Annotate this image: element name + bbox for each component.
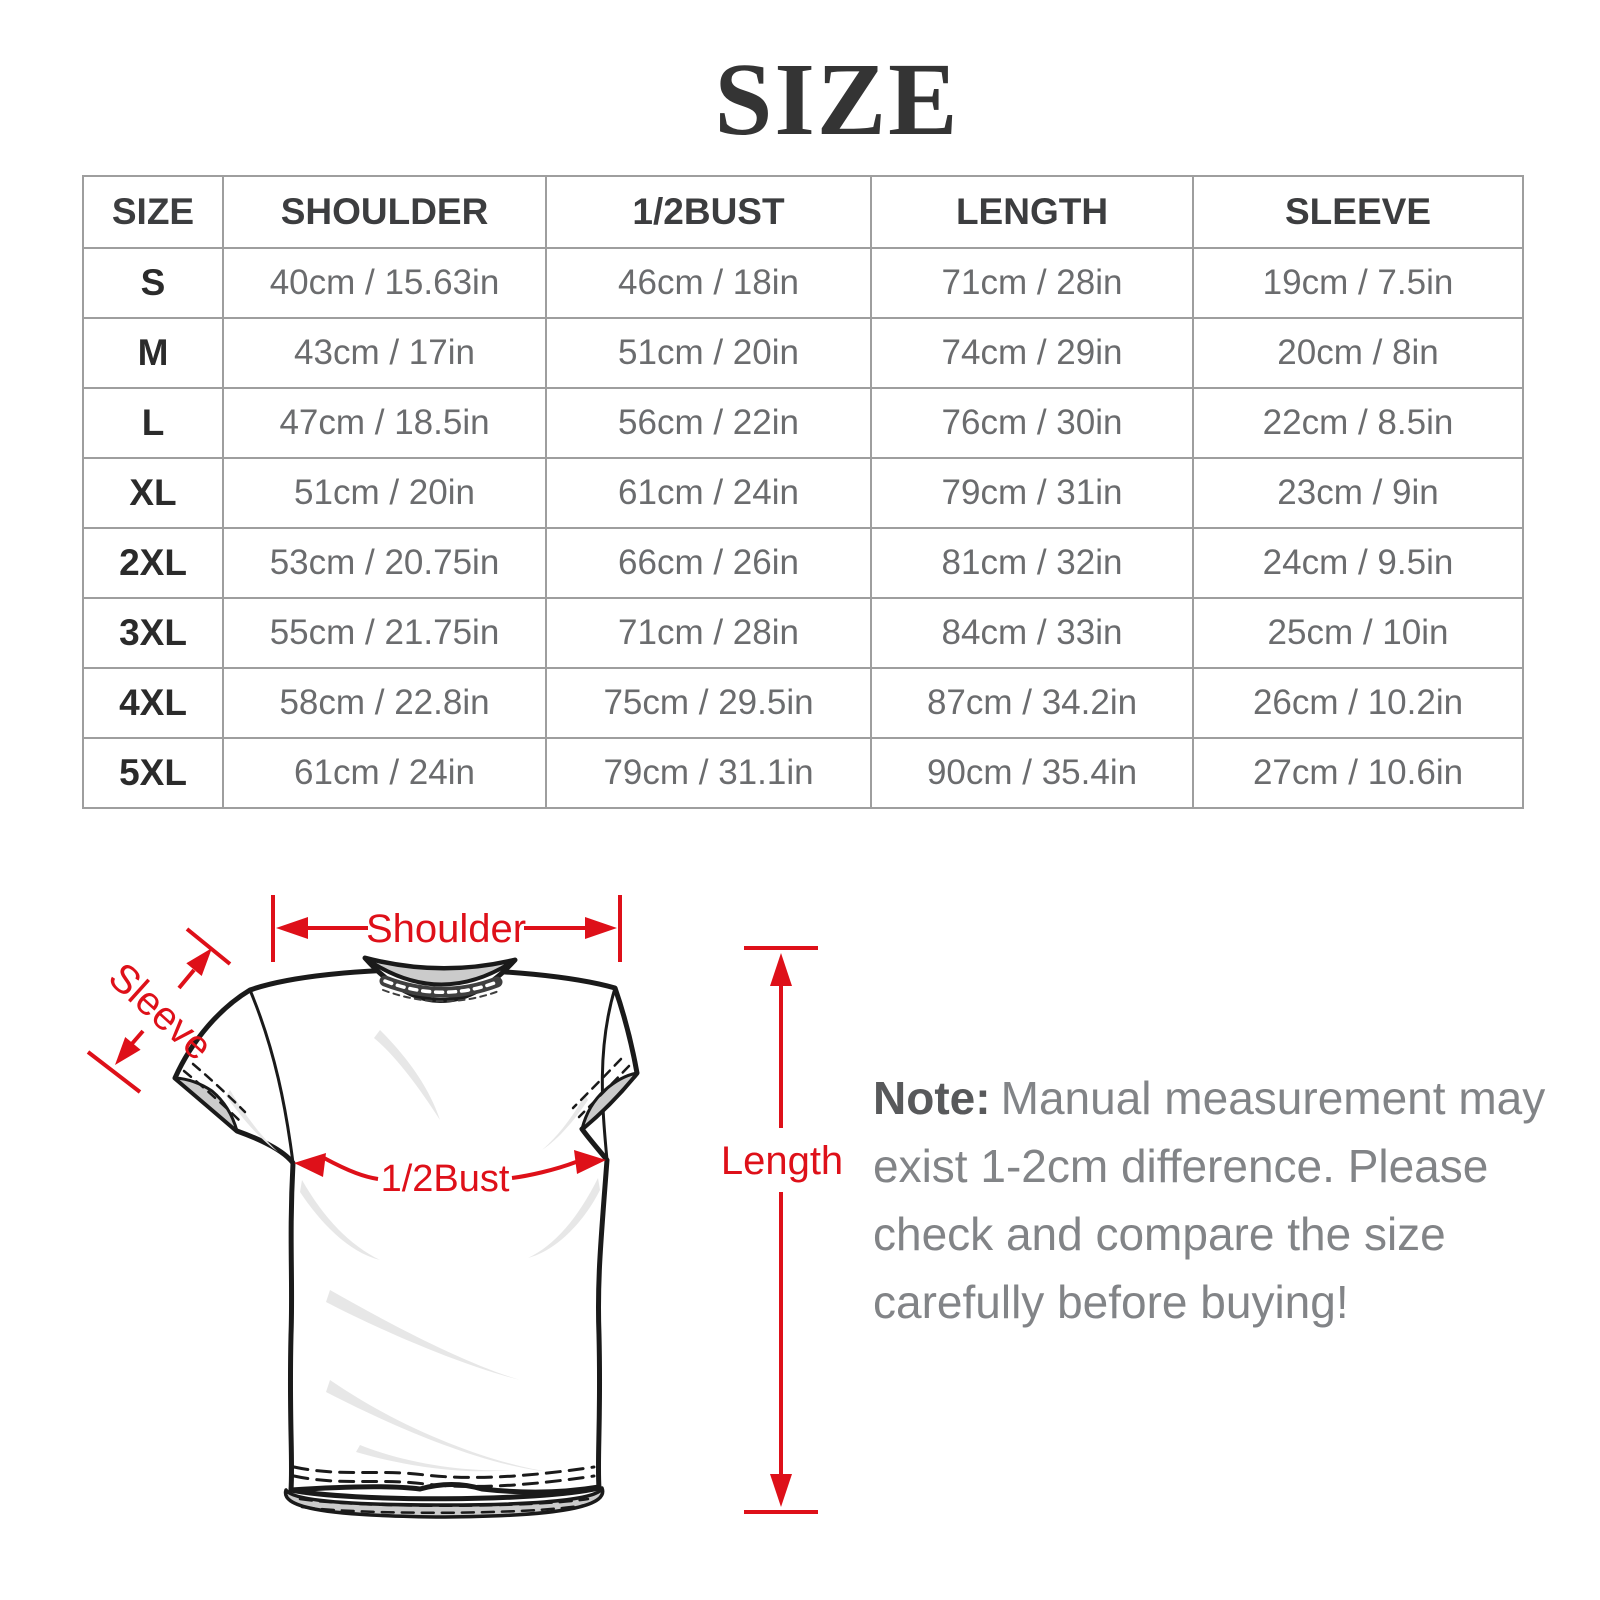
bust-arrow [323, 1156, 577, 1181]
bust-label: 1/2Bust [381, 1158, 510, 1200]
cell-length: 81cm / 32in [870, 527, 1194, 599]
note-label: Note: [873, 1072, 991, 1124]
wrinkle-shading [226, 1030, 600, 1472]
table-row: 5XL 61cm / 24in 79cm / 31.1in 90cm / 35.… [82, 737, 1524, 809]
arrowhead [294, 1153, 326, 1177]
cell-sleeve: 19cm / 7.5in [1192, 247, 1524, 319]
length-arrow [744, 946, 818, 1514]
cell-length: 87cm / 34.2in [870, 667, 1194, 739]
table-row: L 47cm / 18.5in 56cm / 22in 76cm / 30in … [82, 387, 1524, 459]
tshirt-body [172, 967, 640, 1502]
cell-shoulder: 53cm / 20.75in [222, 527, 547, 599]
cell-length: 71cm / 28in [870, 247, 1194, 319]
table-row: XL 51cm / 20in 61cm / 24in 79cm / 31in 2… [82, 457, 1524, 529]
col-header-sleeve: SLEEVE [1192, 175, 1524, 249]
cell-length: 76cm / 30in [870, 387, 1194, 459]
cell-bust: 46cm / 18in [545, 247, 872, 319]
cell-shoulder: 47cm / 18.5in [222, 387, 547, 459]
arrowhead [186, 948, 212, 976]
table-row: 2XL 53cm / 20.75in 66cm / 26in 81cm / 32… [82, 527, 1524, 599]
cell-length: 90cm / 35.4in [870, 737, 1194, 809]
cell-length: 84cm / 33in [870, 597, 1194, 669]
cuff-right [571, 1057, 639, 1131]
tshirt-drawing [172, 955, 640, 1519]
arrowhead [276, 917, 308, 939]
collar [362, 955, 518, 1003]
armhole-seam-left [248, 988, 295, 1165]
cell-shoulder: 61cm / 24in [222, 737, 547, 809]
arrowhead [770, 1474, 792, 1507]
row-size-label: S [82, 247, 224, 319]
cell-shoulder: 40cm / 15.63in [222, 247, 547, 319]
cell-length: 79cm / 31in [870, 457, 1194, 529]
cell-bust: 61cm / 24in [545, 457, 872, 529]
table-row: 4XL 58cm / 22.8in 75cm / 29.5in 87cm / 3… [82, 667, 1524, 739]
arrowhead [574, 1150, 606, 1174]
row-size-label: 5XL [82, 737, 224, 809]
arrowhead [115, 1037, 141, 1065]
page-title: SIZE [714, 42, 960, 157]
col-header-length: LENGTH [870, 175, 1194, 249]
measurement-arrowheads [115, 917, 792, 1507]
arrowhead [770, 953, 792, 986]
cell-sleeve: 24cm / 9.5in [1192, 527, 1524, 599]
table-row: M 43cm / 17in 51cm / 20in 74cm / 29in 20… [82, 317, 1524, 389]
arrowhead [585, 917, 617, 939]
table-row: S 40cm / 15.63in 46cm / 18in 71cm / 28in… [82, 247, 1524, 319]
cell-shoulder: 51cm / 20in [222, 457, 547, 529]
hem [283, 1465, 605, 1519]
cell-length: 74cm / 29in [870, 317, 1194, 389]
row-size-label: 2XL [82, 527, 224, 599]
sleeve-arrow [86, 927, 232, 1094]
table-row: 3XL 55cm / 21.75in 71cm / 28in 84cm / 33… [82, 597, 1524, 669]
cell-bust: 66cm / 26in [545, 527, 872, 599]
row-size-label: 3XL [82, 597, 224, 669]
col-header-shoulder: SHOULDER [222, 175, 547, 249]
row-size-label: M [82, 317, 224, 389]
col-header-bust: 1/2BUST [545, 175, 872, 249]
note-text: Manual measurement may exist 1-2cm diffe… [873, 1072, 1546, 1328]
cell-sleeve: 26cm / 10.2in [1192, 667, 1524, 739]
cell-bust: 51cm / 20in [545, 317, 872, 389]
cell-sleeve: 20cm / 8in [1192, 317, 1524, 389]
cell-bust: 79cm / 31.1in [545, 737, 872, 809]
cell-sleeve: 27cm / 10.6in [1192, 737, 1524, 809]
cell-sleeve: 22cm / 8.5in [1192, 387, 1524, 459]
shoulder-arrow [271, 895, 622, 962]
row-size-label: XL [82, 457, 224, 529]
cell-sleeve: 23cm / 9in [1192, 457, 1524, 529]
table-header-row: SIZE SHOULDER 1/2BUST LENGTH SLEEVE [82, 175, 1524, 249]
tshirt-measurement-diagram: Shoulder Sleeve 1/2Bust Length [86, 895, 843, 1519]
cell-bust: 56cm / 22in [545, 387, 872, 459]
length-label: Length [721, 1139, 843, 1183]
armhole-seam-right [600, 986, 617, 1162]
cell-bust: 71cm / 28in [545, 597, 872, 669]
cell-bust: 75cm / 29.5in [545, 667, 872, 739]
cell-shoulder: 55cm / 21.75in [222, 597, 547, 669]
row-size-label: 4XL [82, 667, 224, 739]
measurement-lines [86, 895, 818, 1514]
cell-shoulder: 58cm / 22.8in [222, 667, 547, 739]
cuff-left [173, 1062, 247, 1133]
measurement-note: Note: Manual measurement may exist 1-2cm … [873, 1064, 1573, 1336]
col-header-size: SIZE [82, 175, 224, 249]
size-table: SIZE SHOULDER 1/2BUST LENGTH SLEEVE S 40… [82, 175, 1524, 809]
shoulder-label: Shoulder [366, 907, 526, 951]
row-size-label: L [82, 387, 224, 459]
cell-sleeve: 25cm / 10in [1192, 597, 1524, 669]
cell-shoulder: 43cm / 17in [222, 317, 547, 389]
